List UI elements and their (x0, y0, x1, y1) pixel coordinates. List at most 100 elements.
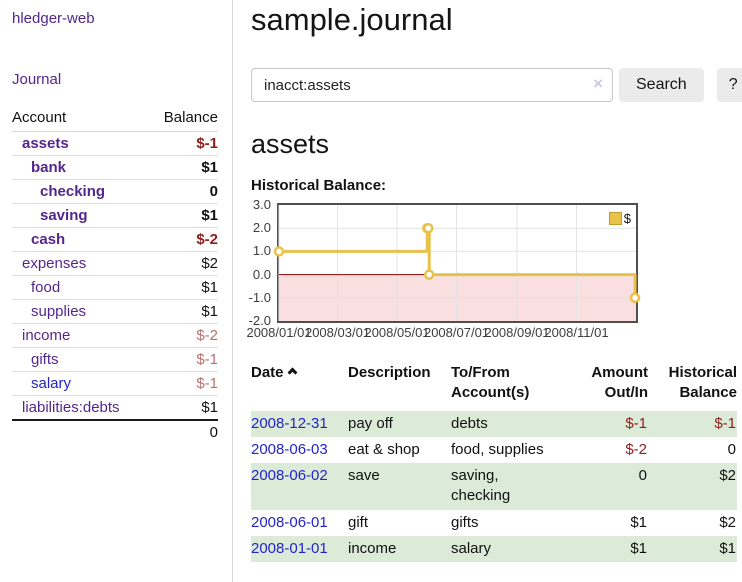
register-balance-cell: $2 (719, 467, 736, 484)
accounts-header-balance: Balance (148, 107, 218, 132)
x-axis-tick: 2008/01/01 (246, 325, 312, 340)
accounts-total-spacer (12, 419, 149, 444)
historical-balance-chart[interactable]: $ 3.0 2.0 1.0 0.0 -1.0 -2.0 2008/01/01 2008/03/… (246, 197, 641, 340)
register-description-cell: income (348, 539, 397, 557)
account-row: checking 0 (12, 179, 218, 204)
account-row: saving $1 (12, 203, 218, 228)
account-balance: $1 (148, 203, 218, 228)
account-link[interactable]: income (22, 327, 71, 344)
account-link[interactable]: saving (40, 207, 88, 224)
account-name-cell: cash (12, 227, 149, 252)
register-amount-cell: $-1 (625, 414, 647, 432)
account-balance: 0 (148, 179, 218, 204)
y-axis-tick: 1.0 (252, 243, 271, 259)
register-amount-cell: $-2 (625, 440, 647, 458)
register-balance-cell: $2 (719, 513, 736, 531)
y-axis-tick: -1.0 (248, 289, 271, 305)
register-table: Date Description To/From Account(s) Amou… (251, 361, 737, 562)
sort-ascending-icon (287, 367, 297, 378)
account-name-cell: bank (12, 155, 149, 180)
account-name-cell: salary (12, 371, 149, 396)
account-row: supplies $1 (12, 299, 218, 324)
x-axis-tick: 2008/03/01 (304, 325, 371, 340)
account-heading: assets (251, 129, 330, 159)
legend-swatch-icon (608, 212, 622, 225)
account-link[interactable]: cash (31, 231, 66, 248)
account-link[interactable]: expenses (22, 255, 87, 272)
sidebar: hledger-web Journal Account Balance asse… (0, 0, 233, 582)
account-link[interactable]: supplies (31, 303, 87, 320)
account-link[interactable]: liabilities:debts (22, 399, 120, 416)
account-name-cell: checking (12, 179, 149, 204)
account-balance: $-1 (148, 131, 218, 156)
account-balance: $-1 (148, 347, 218, 372)
account-row: income $-2 (12, 323, 218, 348)
x-axis-tick: 2008/11/01 (544, 325, 609, 340)
register-header-date[interactable]: Date (251, 361, 348, 411)
register-header-description: Description (348, 364, 431, 381)
search-input[interactable] (251, 68, 613, 102)
y-axis-tick: 2.0 (252, 220, 271, 236)
register-date-link[interactable]: 2008-12-31 (251, 414, 328, 432)
account-name-cell: assets (12, 131, 149, 156)
y-axis-tick: 3.0 (252, 197, 271, 212)
chart-legend: $ (608, 211, 631, 226)
main-panel: sample.journal × Search ? assets Histori… (233, 0, 742, 582)
register-header-date-label: Date (251, 364, 284, 381)
register-date-link[interactable]: 2008-06-02 (251, 467, 328, 484)
chart-canvas (273, 205, 641, 321)
register-accounts-cell: food, supplies (451, 440, 544, 458)
account-balance: $-2 (148, 227, 218, 252)
x-axis-tick: 2008/07/01 (423, 325, 490, 340)
account-name-cell: food (12, 275, 149, 300)
register-description-cell: save (348, 467, 380, 484)
account-link[interactable]: checking (40, 183, 106, 200)
legend-label: $ (623, 211, 631, 226)
account-link[interactable]: gifts (31, 351, 59, 368)
register-date-link[interactable]: 2008-06-03 (251, 440, 328, 458)
register-amount-cell: $1 (630, 513, 647, 531)
accounts-table: Account Balance assets $-1 bank $1 checking 0… (12, 107, 218, 444)
account-link[interactable]: assets (22, 135, 69, 152)
clear-search-icon[interactable]: × (593, 74, 603, 93)
account-name-cell: gifts (12, 347, 149, 372)
search-button[interactable]: Search (619, 68, 704, 102)
account-link[interactable]: salary (31, 375, 72, 392)
sidebar-item-journal[interactable]: Journal (12, 71, 62, 88)
register-date-cell: 2008-12-31 (251, 411, 348, 437)
account-row: liabilities:debts $1 (12, 395, 218, 421)
search-form: × Search ? (251, 68, 742, 102)
register-header-accounts: To/From Account(s) (451, 364, 530, 402)
account-row: cash $-2 (12, 227, 218, 252)
app-title-link[interactable]: hledger-web (12, 10, 95, 27)
account-balance: $-1 (148, 371, 218, 396)
account-link[interactable]: food (31, 279, 61, 296)
register-header-balance: Historical Balance (668, 364, 737, 402)
accounts-header-account: Account (12, 107, 149, 132)
register-date-cell: 2008-06-03 (251, 437, 348, 463)
register-description-cell: eat & shop (348, 440, 420, 458)
register-date-cell: 2008-06-01 (251, 510, 348, 536)
accounts-header-row: Account Balance (12, 107, 218, 132)
x-axis-tick: 2008/05/01 (364, 325, 430, 340)
table-row: 2008-01-01 income salary $1 $1 (251, 535, 737, 562)
account-row: assets $-1 (12, 131, 218, 156)
register-header-amount: Amount Out/In (591, 364, 648, 402)
accounts-total-row: 0 (12, 419, 218, 444)
register-accounts-cell: saving, checking (451, 467, 511, 505)
register-date-link[interactable]: 2008-01-01 (251, 539, 328, 557)
help-button[interactable]: ? (716, 68, 742, 102)
account-row: expenses $2 (12, 251, 218, 276)
register-balance-cell: $1 (719, 539, 736, 557)
register-balance-cell: 0 (727, 440, 736, 458)
register-header-row: Date Description To/From Account(s) Amou… (251, 361, 737, 411)
y-axis-tick: 0.0 (252, 266, 271, 282)
register-date-link[interactable]: 2008-06-01 (251, 513, 328, 531)
table-row: 2008-06-01 gift gifts $1 $2 (251, 510, 737, 536)
account-link[interactable]: bank (31, 159, 67, 176)
table-row: 2008-06-02 save saving, checking 0 $2 (251, 463, 737, 510)
account-balance: $1 (148, 275, 218, 300)
table-row: 2008-06-03 eat & shop food, supplies $-2 0 (251, 437, 737, 463)
account-balance: $2 (148, 251, 218, 276)
